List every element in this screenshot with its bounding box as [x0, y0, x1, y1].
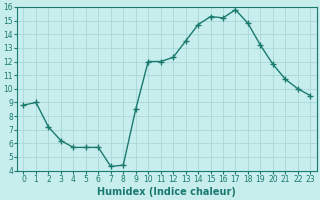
- X-axis label: Humidex (Indice chaleur): Humidex (Indice chaleur): [98, 187, 236, 197]
